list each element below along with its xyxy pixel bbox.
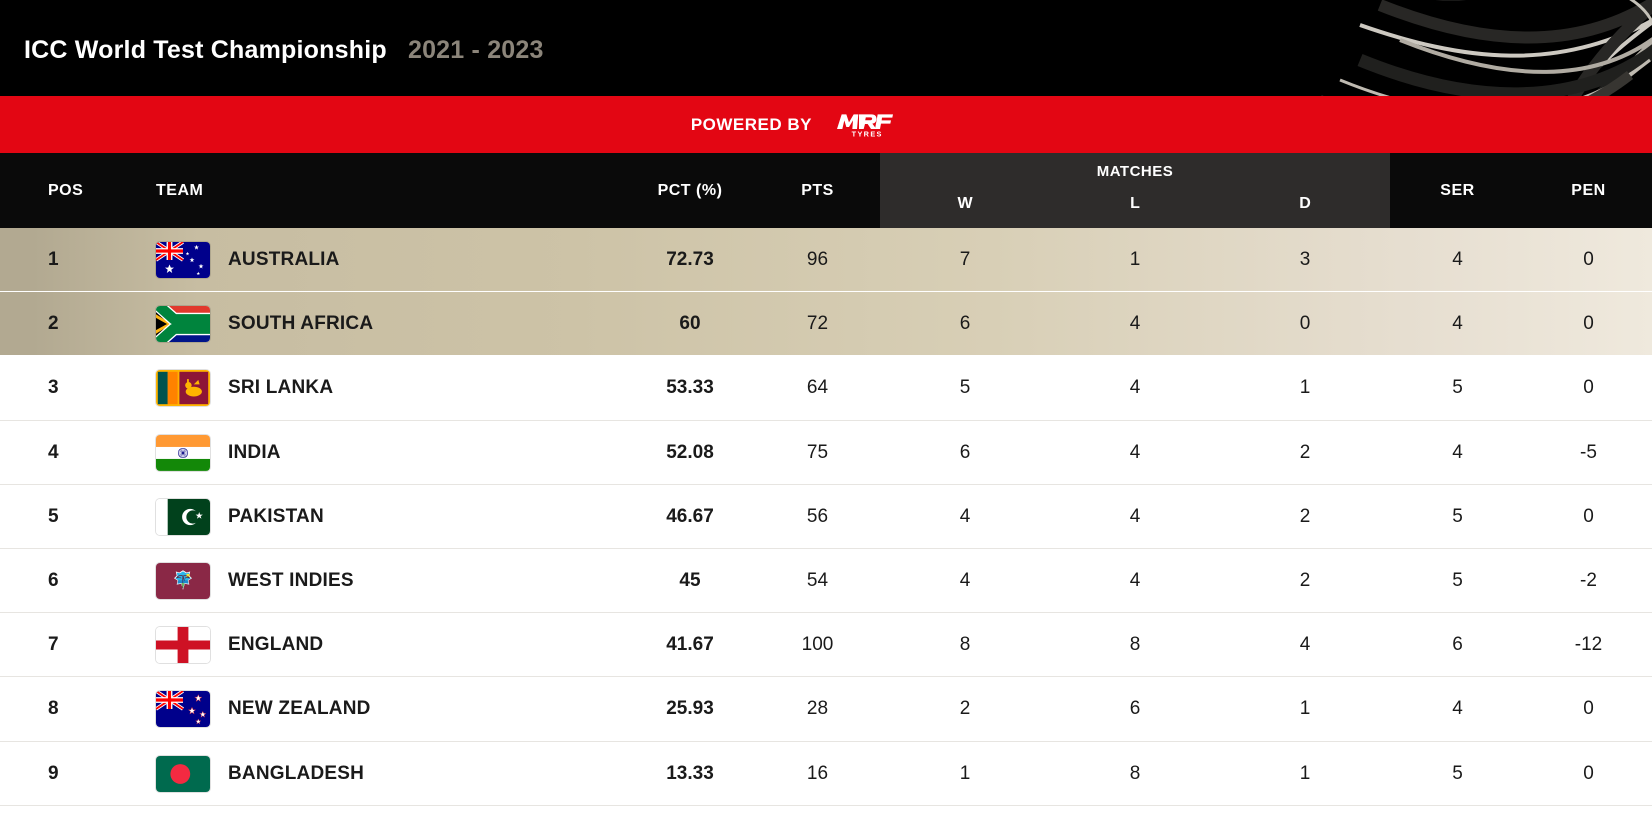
svg-text:TYRES: TYRES (852, 129, 883, 138)
